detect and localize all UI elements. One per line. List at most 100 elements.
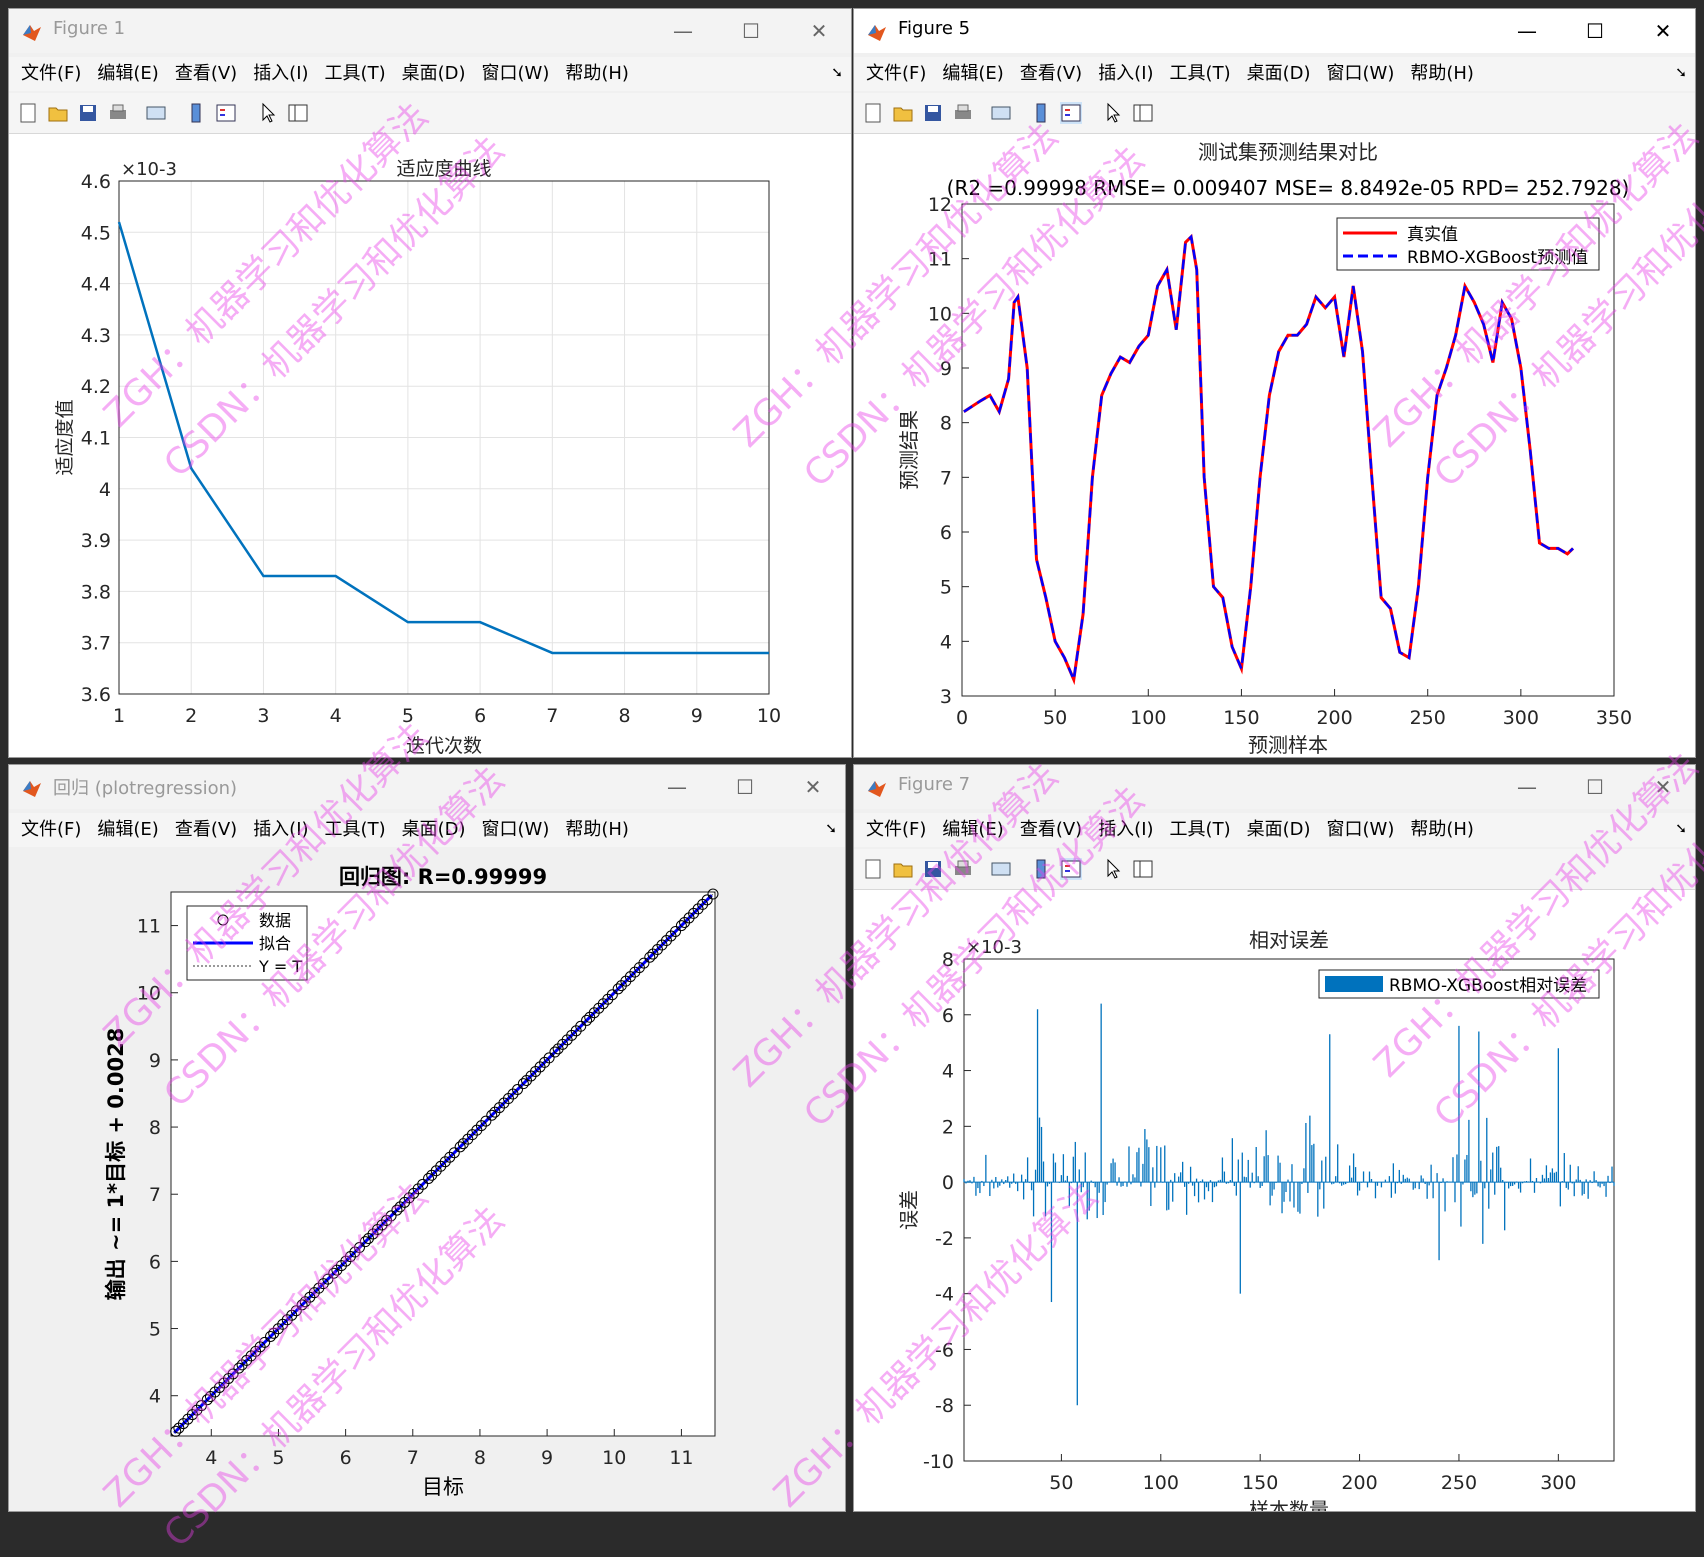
y-axis-label: 输出 ~= 1*目标 + 0.0028 <box>104 1028 128 1301</box>
colorbar-icon[interactable] <box>1030 858 1052 880</box>
menu-window[interactable]: 窗口(W) <box>481 819 550 840</box>
menu-dock-arrow-icon[interactable]: ➘ <box>1675 65 1687 81</box>
menu-help[interactable]: 帮助(H) <box>565 63 629 84</box>
link-plot-icon[interactable] <box>990 858 1012 880</box>
menu-edit[interactable]: 编辑(E) <box>97 63 159 84</box>
menu-insert[interactable]: 插入(I) <box>253 819 309 840</box>
menu-desktop[interactable]: 桌面(D) <box>401 819 466 840</box>
new-file-icon[interactable] <box>17 102 39 124</box>
menu-insert[interactable]: 插入(I) <box>1098 819 1154 840</box>
x-tick-label: 8 <box>474 1447 486 1469</box>
menu-help[interactable]: 帮助(H) <box>1410 819 1474 840</box>
close-icon[interactable]: ✕ <box>1654 19 1672 43</box>
property-editor-icon[interactable] <box>1132 858 1154 880</box>
print-icon[interactable] <box>952 858 974 880</box>
close-icon[interactable]: ✕ <box>810 19 828 43</box>
minimize-icon[interactable]: — <box>667 775 687 799</box>
x-tick-label: 350 <box>1596 707 1632 729</box>
menu-help[interactable]: 帮助(H) <box>1410 63 1474 84</box>
open-folder-icon[interactable] <box>892 102 914 124</box>
print-icon[interactable] <box>952 102 974 124</box>
link-plot-icon[interactable] <box>145 102 167 124</box>
maximize-icon[interactable]: ☐ <box>1586 775 1604 799</box>
axes-box <box>118 180 770 695</box>
menu-tools[interactable]: 工具(T) <box>1169 819 1231 840</box>
minimize-icon[interactable]: — <box>1517 775 1537 799</box>
menu-edit[interactable]: 编辑(E) <box>942 63 1004 84</box>
property-editor-icon[interactable] <box>1132 102 1154 124</box>
menu-tools[interactable]: 工具(T) <box>324 63 386 84</box>
y-tick-label: 6 <box>149 1251 161 1273</box>
menu-view[interactable]: 查看(V) <box>174 819 238 840</box>
series-pred-line <box>963 234 1574 685</box>
save-icon[interactable] <box>77 102 99 124</box>
menu-desktop[interactable]: 桌面(D) <box>1246 63 1311 84</box>
x-tick-label: 200 <box>1341 1472 1377 1494</box>
menu-dock-arrow-icon[interactable]: ➘ <box>825 821 837 837</box>
open-folder-icon[interactable] <box>47 102 69 124</box>
pointer-icon[interactable] <box>1102 858 1124 880</box>
maximize-icon[interactable]: ☐ <box>742 19 760 43</box>
menu-view[interactable]: 查看(V) <box>1019 819 1083 840</box>
x-tick-label: 5 <box>402 705 414 727</box>
data-point <box>448 1147 460 1159</box>
legend-swatch <box>1325 976 1383 992</box>
open-folder-icon[interactable] <box>892 858 914 880</box>
menu-view[interactable]: 查看(V) <box>1019 63 1083 84</box>
maximize-icon[interactable]: ☐ <box>736 775 754 799</box>
menu-help[interactable]: 帮助(H) <box>565 819 629 840</box>
new-file-icon[interactable] <box>862 858 884 880</box>
window-title: Figure 7 <box>898 774 971 795</box>
y-tick-label: -10 <box>923 1451 954 1473</box>
print-icon[interactable] <box>107 102 129 124</box>
menu-desktop[interactable]: 桌面(D) <box>401 63 466 84</box>
colorbar-icon[interactable] <box>185 102 207 124</box>
menu-desktop[interactable]: 桌面(D) <box>1246 819 1311 840</box>
link-plot-icon[interactable] <box>990 102 1012 124</box>
menu-view[interactable]: 查看(V) <box>174 63 238 84</box>
figure1-titlebar[interactable]: Figure 1 — ☐ ✕ <box>9 9 851 53</box>
colorbar-icon[interactable] <box>1030 102 1052 124</box>
pointer-icon[interactable] <box>257 102 279 124</box>
data-point <box>322 1273 334 1285</box>
legend-label: RBMO-XGBoost预测值 <box>1407 248 1588 268</box>
pointer-icon[interactable] <box>1102 102 1124 124</box>
data-point <box>675 920 687 932</box>
legend-icon[interactable] <box>1060 102 1082 124</box>
property-editor-icon[interactable] <box>287 102 309 124</box>
maximize-icon[interactable]: ☐ <box>1586 19 1604 43</box>
figure7-titlebar[interactable]: Figure 7 — ☐ ✕ <box>854 765 1695 809</box>
minimize-icon[interactable]: — <box>1517 19 1537 43</box>
menu-tools[interactable]: 工具(T) <box>324 819 386 840</box>
menu-file[interactable]: 文件(F) <box>866 819 927 840</box>
save-icon[interactable] <box>922 858 944 880</box>
y-tick-label: 4.6 <box>81 171 111 193</box>
menu-window[interactable]: 窗口(W) <box>1326 63 1395 84</box>
close-icon[interactable]: ✕ <box>804 775 822 799</box>
menu-file[interactable]: 文件(F) <box>866 63 927 84</box>
menu-file[interactable]: 文件(F) <box>21 63 82 84</box>
menu-insert[interactable]: 插入(I) <box>253 63 309 84</box>
legend-icon[interactable] <box>1060 858 1082 880</box>
legend-icon[interactable] <box>215 102 237 124</box>
menu-edit[interactable]: 编辑(E) <box>942 819 1004 840</box>
menubar: 文件(F) 编辑(E) 查看(V) 插入(I) 工具(T) 桌面(D) 窗口(W) 帮助(H)… <box>9 57 851 91</box>
close-icon[interactable]: ✕ <box>1654 775 1672 799</box>
legend-box <box>1336 217 1600 271</box>
menu-dock-arrow-icon[interactable]: ➘ <box>1675 821 1687 837</box>
menu-tools[interactable]: 工具(T) <box>1169 63 1231 84</box>
menu-edit[interactable]: 编辑(E) <box>97 819 159 840</box>
regression-titlebar[interactable]: 回归 (plotregression) — ☐ ✕ <box>9 765 845 809</box>
new-file-icon[interactable] <box>862 102 884 124</box>
menu-dock-arrow-icon[interactable]: ➘ <box>831 65 843 81</box>
save-icon[interactable] <box>922 102 944 124</box>
figure-toolbar <box>9 93 851 134</box>
minimize-icon[interactable]: — <box>673 19 693 43</box>
menu-window[interactable]: 窗口(W) <box>481 63 550 84</box>
menu-insert[interactable]: 插入(I) <box>1098 63 1154 84</box>
y-tick-label: -8 <box>935 1395 954 1417</box>
menu-window[interactable]: 窗口(W) <box>1326 819 1395 840</box>
figure5-titlebar[interactable]: Figure 5 — ☐ ✕ <box>854 9 1695 53</box>
data-point <box>385 1210 397 1222</box>
menu-file[interactable]: 文件(F) <box>21 819 82 840</box>
